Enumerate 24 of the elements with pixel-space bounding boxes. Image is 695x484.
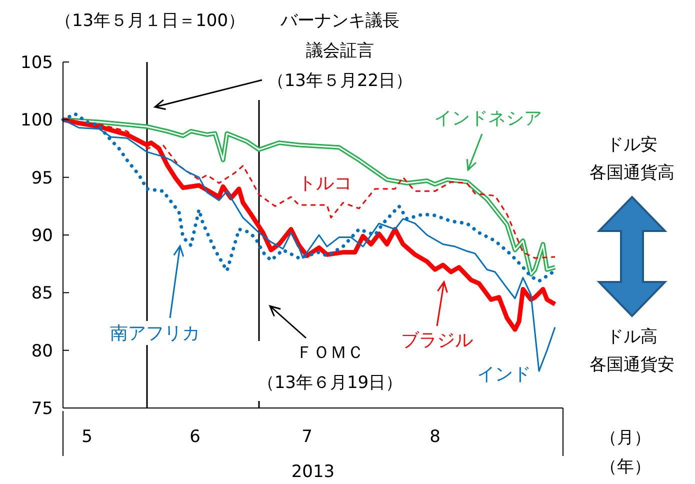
y-axis-title: （13年５月１日＝100） <box>54 11 246 31</box>
y-tick-label: 90 <box>31 226 53 246</box>
series-label: インド <box>477 364 531 385</box>
text: インドネシア <box>434 108 542 129</box>
text: 南アフリカ <box>110 323 200 344</box>
ref-line-label: バーナンキ議長議会証言（13年５月22日） <box>267 11 413 91</box>
y-tick-label: 95 <box>31 168 53 188</box>
y-tick-label: 100 <box>20 110 53 131</box>
x-tick-label: 5 <box>82 427 92 447</box>
text: （月） <box>600 428 651 448</box>
text: ドル安各国通貨高 <box>590 135 674 183</box>
y-tick-label: 105 <box>20 52 53 73</box>
y-tick-label: 75 <box>31 398 53 419</box>
y-tick-label: 80 <box>31 341 53 362</box>
x-tick-label: 8 <box>430 427 440 447</box>
series-label: トルコ <box>298 173 352 194</box>
ref-line-label: ＦＯＭＣ（13年６月19日） <box>257 343 403 393</box>
y-tick-label: 85 <box>31 284 53 304</box>
text: （年） <box>600 457 651 477</box>
x-tick-label: 6 <box>190 427 200 447</box>
series-label: ブラジル <box>401 330 473 351</box>
x-axis-title: 2013 <box>291 462 335 482</box>
text: ドル高各国通貨安 <box>590 327 674 375</box>
x-tick-label: 7 <box>302 427 312 447</box>
